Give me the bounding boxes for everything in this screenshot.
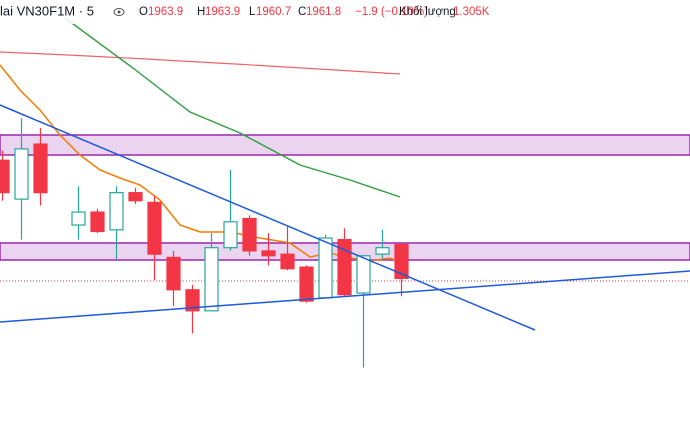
candle-body bbox=[394, 243, 409, 280]
candle-body bbox=[299, 266, 314, 302]
change: −1.9 (−0.10%) bbox=[355, 6, 428, 18]
label: L bbox=[249, 6, 256, 18]
chart-title: lai VN30F1M · 5 bbox=[0, 3, 94, 18]
candles bbox=[0, 118, 409, 368]
candle-body bbox=[166, 256, 181, 291]
value: 1963.9 bbox=[148, 6, 183, 18]
label: Khối lượng bbox=[399, 6, 456, 18]
candle-body bbox=[71, 211, 86, 226]
candle-body bbox=[356, 255, 371, 294]
ma-line bbox=[0, 51, 401, 75]
candle-body bbox=[375, 247, 390, 255]
candle-body bbox=[109, 192, 124, 231]
zone bbox=[0, 134, 690, 156]
value: 1.305K bbox=[453, 6, 490, 18]
candle-body bbox=[242, 217, 257, 252]
candle-body bbox=[90, 211, 105, 233]
candle-body bbox=[318, 237, 333, 299]
trendline bbox=[0, 104, 536, 331]
label: O bbox=[139, 6, 148, 18]
candle-body bbox=[337, 238, 352, 296]
label: H bbox=[197, 6, 205, 18]
candle-body bbox=[14, 148, 29, 200]
candle-body bbox=[147, 201, 162, 255]
candle-body bbox=[185, 289, 200, 312]
value: 1960.7 bbox=[256, 6, 291, 18]
value: 1963.9 bbox=[205, 6, 240, 18]
candle-body bbox=[280, 253, 295, 270]
label: C bbox=[298, 6, 306, 18]
ma-line bbox=[64, 17, 401, 198]
candle-body bbox=[204, 247, 219, 312]
trendline bbox=[0, 270, 690, 323]
header-bg bbox=[0, 0, 500, 24]
candle-body bbox=[33, 143, 48, 194]
eye-icon[interactable] bbox=[113, 8, 125, 16]
candle-body bbox=[223, 221, 238, 249]
candle-body bbox=[128, 192, 143, 202]
candle-body bbox=[261, 250, 276, 257]
candle-body bbox=[0, 159, 10, 194]
value: 1961.8 bbox=[306, 6, 341, 18]
